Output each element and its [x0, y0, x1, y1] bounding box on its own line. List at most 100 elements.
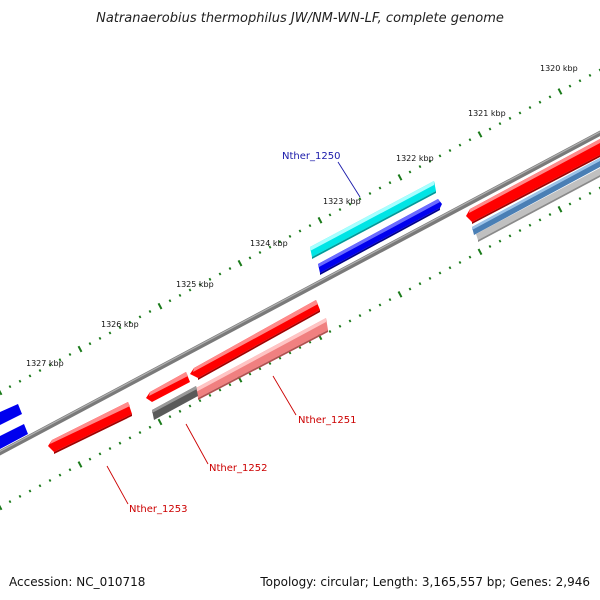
gene-label-1250[interactable]: Nther_1250: [282, 151, 340, 162]
leader-line-1252: [185, 423, 209, 465]
inner-ring-tick: [348, 319, 352, 323]
outer-ring-tick: [0, 389, 3, 396]
inner-ring-tick: [588, 191, 592, 195]
tick-label-1327: 1327 kbp: [26, 359, 64, 368]
outer-ring-tick: [77, 345, 83, 353]
tick-label-1321: 1321 kbp: [468, 109, 506, 118]
inner-ring-tick: [148, 425, 152, 429]
gene-feature-red-upper-right[interactable]: [466, 139, 600, 224]
outer-ring-tick: [388, 181, 392, 185]
outer-ring-tick: [358, 197, 362, 201]
topology-text: Topology: circular; Length: 3,165,557 bp…: [259, 575, 590, 589]
outer-ring-tick: [448, 148, 452, 153]
outer-ring-tick: [428, 159, 432, 163]
gene-label-1252[interactable]: Nther_1252: [209, 463, 267, 474]
inner-ring-tick: [458, 260, 462, 264]
outer-ring-tick: [48, 363, 52, 367]
outer-ring-tick: [568, 84, 572, 88]
inner-ring-tick: [438, 271, 442, 275]
outer-ring-tick: [308, 224, 312, 228]
inner-ring-tick: [408, 287, 412, 291]
inner-ring-tick: [108, 447, 112, 451]
inner-ring-tick: [358, 314, 362, 318]
inner-ring-tick: [328, 330, 332, 334]
gene-feature-gray-1252[interactable]: [152, 386, 198, 420]
inner-ring-tick: [548, 213, 552, 217]
outer-ring-tick: [488, 127, 492, 131]
inner-ring-tick: [528, 223, 532, 227]
gene-feature-blue-left-1[interactable]: [0, 404, 22, 425]
gene-feature-red-1253[interactable]: [48, 402, 132, 454]
tick-label-1326: 1326 kbp: [101, 320, 139, 329]
tick-label-1324: 1324 kbp: [250, 239, 288, 248]
inner-ring-tick: [518, 229, 522, 233]
inner-ring-tick: [418, 282, 422, 286]
outer-ring-tick: [458, 143, 462, 147]
outer-ring-tick: [348, 202, 352, 206]
gene-feature-cyan[interactable]: [310, 181, 436, 259]
outer-ring-tick: [128, 320, 132, 324]
outer-ring-tick: [178, 293, 182, 297]
outer-ring-tick: [548, 95, 552, 99]
inner-ring-tick: [208, 393, 212, 397]
inner-ring-tick: [88, 457, 92, 461]
outer-ring-tick: [378, 186, 382, 190]
inner-ring-tick: [397, 291, 403, 298]
outer-ring-tick: [268, 245, 272, 249]
outer-ring-tick: [28, 374, 32, 378]
inner-ring-tick: [268, 361, 272, 365]
tick-label-1320: 1320 kbp: [540, 64, 578, 73]
outer-ring-tick: [228, 267, 232, 271]
outer-ring-tick: [8, 385, 12, 389]
gene-feature-steel-upper-right[interactable]: [472, 158, 600, 235]
gene-label-1253[interactable]: Nther_1253: [129, 504, 187, 515]
inner-ring-tick: [168, 415, 172, 419]
inner-ring-tick: [178, 409, 182, 413]
outer-ring-tick: [338, 208, 342, 212]
inner-ring-tick: [468, 255, 472, 259]
inner-ring-tick: [28, 489, 32, 493]
outer-ring-tick: [38, 369, 42, 373]
outer-ring-tick: [138, 315, 142, 319]
inner-ring-tick: [38, 484, 42, 488]
gene-feature-red-1251-upper[interactable]: [190, 300, 320, 380]
outer-ring-tick: [198, 283, 202, 287]
inner-ring-tick: [58, 473, 62, 477]
outer-ring-tick: [418, 165, 422, 169]
inner-ring-tick: [488, 244, 492, 248]
inner-ring-tick: [198, 399, 202, 403]
outer-ring-tick: [157, 302, 163, 310]
inner-ring-tick: [338, 324, 342, 328]
inner-ring-tick: [278, 356, 282, 360]
gene-label-1251[interactable]: Nther_1251: [298, 415, 356, 426]
inner-ring-tick: [228, 383, 232, 387]
outer-ring-tick: [58, 358, 62, 362]
inner-ring-tick: [288, 351, 292, 355]
gene-feature-blue-1250[interactable]: [318, 199, 442, 275]
map-title: Natranaerobius thermophilus JW/NM-WN-LF,…: [96, 11, 504, 26]
inner-ring-tick: [378, 303, 382, 307]
backbone-arc-highlight: [0, 131, 600, 452]
outer-ring-tick: [18, 379, 22, 383]
gene-feature-silver-upper-right[interactable]: [476, 168, 600, 242]
inner-tick-ring: [0, 186, 600, 511]
inner-ring-tick: [538, 218, 542, 222]
leader-line-1253: [106, 465, 129, 505]
outer-ring-tick: [168, 299, 172, 303]
outer-tick-ring: [0, 68, 600, 396]
gene-feature-pink-1251[interactable]: [196, 318, 328, 400]
gene-feature-red-1252[interactable]: [146, 372, 190, 402]
outer-ring-tick: [237, 259, 243, 267]
inner-ring-tick: [568, 202, 572, 206]
gene-feature-blue-left-2[interactable]: [0, 424, 28, 449]
inner-ring-tick: [508, 234, 512, 238]
tick-label-1323: 1323 kbp: [323, 197, 361, 206]
outer-ring-tick: [298, 229, 302, 233]
outer-ring-tick: [588, 73, 592, 77]
outer-ring-tick: [408, 170, 412, 174]
outer-ring-tick: [397, 174, 403, 181]
outer-ring-tick: [148, 309, 152, 314]
inner-ring-tick: [98, 452, 102, 456]
inner-ring-tick: [498, 239, 502, 243]
accession-text: Accession: NC_010718: [9, 575, 145, 589]
